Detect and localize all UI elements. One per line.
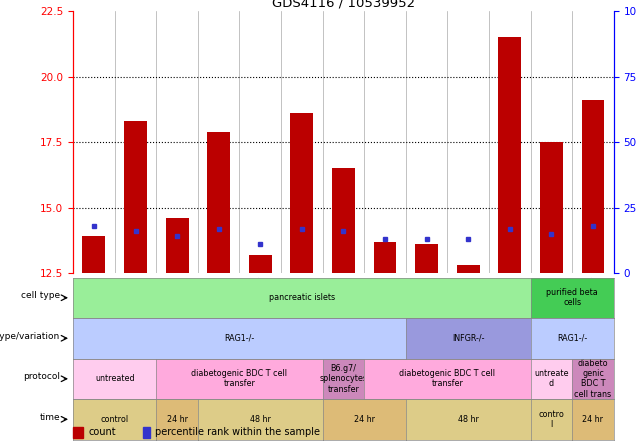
Text: purified beta
cells: purified beta cells <box>546 288 598 307</box>
Text: RAG1-/-: RAG1-/- <box>557 334 587 343</box>
Text: 48 hr: 48 hr <box>458 415 479 424</box>
Bar <box>291 113 314 273</box>
Bar <box>499 37 522 273</box>
Bar <box>124 121 147 273</box>
Text: genotype/variation: genotype/variation <box>0 332 60 341</box>
Bar <box>540 142 563 273</box>
Text: pancreatic islets: pancreatic islets <box>269 293 335 302</box>
Text: control: control <box>100 415 128 424</box>
Text: 48 hr: 48 hr <box>250 415 271 424</box>
Bar <box>73 427 83 438</box>
Bar <box>144 427 151 438</box>
Text: 24 hr: 24 hr <box>354 415 375 424</box>
Bar <box>207 131 230 273</box>
Text: 24 hr: 24 hr <box>583 415 604 424</box>
Text: contro
l: contro l <box>539 410 564 429</box>
Text: diabetogenic BDC T cell
transfer: diabetogenic BDC T cell transfer <box>191 369 287 388</box>
Text: untreated: untreated <box>95 374 135 383</box>
Bar <box>581 100 604 273</box>
Text: INFGR-/-: INFGR-/- <box>452 334 485 343</box>
Text: percentile rank within the sample: percentile rank within the sample <box>155 428 321 437</box>
Text: B6.g7/
splenocytes
transfer: B6.g7/ splenocytes transfer <box>319 364 368 394</box>
Bar <box>83 236 106 273</box>
Bar <box>249 255 272 273</box>
Text: 24 hr: 24 hr <box>167 415 188 424</box>
Text: diabeto
genic
BDC T
cell trans: diabeto genic BDC T cell trans <box>574 359 611 399</box>
Text: protocol: protocol <box>23 372 60 381</box>
Text: cell type: cell type <box>21 291 60 300</box>
Title: GDS4116 / 10539952: GDS4116 / 10539952 <box>272 0 415 10</box>
Text: time: time <box>39 413 60 422</box>
Text: diabetogenic BDC T cell
transfer: diabetogenic BDC T cell transfer <box>399 369 495 388</box>
Bar <box>415 244 438 273</box>
Text: count: count <box>88 428 116 437</box>
Text: RAG1-/-: RAG1-/- <box>225 334 254 343</box>
Bar <box>332 168 355 273</box>
Bar <box>373 242 396 273</box>
Bar <box>457 265 480 273</box>
Text: untreate
d: untreate d <box>534 369 569 388</box>
Bar <box>165 218 188 273</box>
